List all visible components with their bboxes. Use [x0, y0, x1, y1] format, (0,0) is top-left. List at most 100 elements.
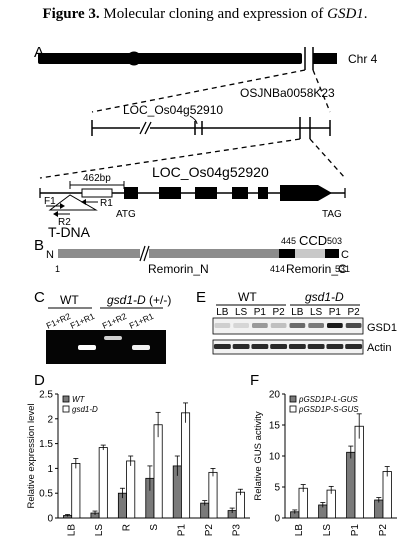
blot-band-gsd1 — [270, 323, 287, 328]
zoom-line-gene-left — [39, 138, 301, 179]
domain-remorin-n-label: Remorin_N — [148, 262, 209, 276]
pos-503-label: 503 — [327, 236, 342, 246]
y-tick-label: 10 — [269, 452, 281, 463]
locus1-label: LOC_Os04g52910 — [123, 103, 223, 117]
protein-break-1 — [139, 245, 146, 262]
blot-band-gsd1 — [289, 323, 306, 328]
x-tick-label: P3 — [231, 524, 242, 537]
bar — [71, 463, 81, 519]
blot-lane-label: P2 — [348, 307, 361, 318]
exon-4 — [232, 187, 248, 199]
pos-445-label: 445 — [281, 236, 296, 246]
blot-bands — [213, 323, 363, 349]
gel-lane-label: F1+R1 — [128, 311, 156, 331]
utr-5 — [81, 188, 113, 198]
blot-gsd1-label: GSD1 — [367, 322, 397, 334]
protein-region-linker — [279, 249, 295, 258]
blot-band-gsd1 — [214, 323, 231, 328]
blot-band-actin — [326, 344, 344, 349]
bar — [153, 424, 163, 519]
blot-band-gsd1 — [252, 323, 268, 328]
locus1-pointer — [189, 115, 198, 125]
panel-label-b: B — [34, 237, 44, 254]
chromosome-label: Chr 4 — [348, 52, 378, 66]
exon-2 — [159, 187, 181, 199]
legend-swatch — [289, 405, 297, 413]
atg-label: ATG — [116, 209, 136, 220]
bac-break-2 — [144, 121, 152, 135]
primer-r1-label: R1 — [100, 198, 113, 209]
blot-actin-strip — [212, 339, 364, 355]
y-axis-label: Relative expression level — [26, 403, 37, 508]
y-tick-label: 15 — [269, 421, 281, 432]
legend-label: WT — [72, 395, 86, 404]
bar — [354, 425, 364, 519]
gel-lane-label: F1+R2 — [45, 311, 73, 331]
chromosome-bar-tail — [313, 53, 337, 64]
panel-label-e: E — [196, 289, 206, 306]
gel-band-mut-f1r1 — [132, 345, 150, 350]
panel-label-f: F — [250, 372, 259, 389]
bar — [235, 491, 245, 519]
blot-band-gsd1 — [233, 323, 249, 328]
x-tick-label: S — [149, 524, 160, 531]
x-tick-label: LS — [322, 524, 333, 537]
primer-r2-label: R2 — [58, 217, 71, 228]
legend-label: pGSD1P-L-GUS — [298, 395, 358, 404]
blot-lane-label: P1 — [329, 307, 342, 318]
bar — [298, 487, 308, 519]
exon-3 — [195, 187, 217, 199]
primer-r2-head — [53, 211, 58, 217]
legend-label: pGSD1P-S-GUS — [298, 405, 359, 414]
bar — [181, 412, 191, 519]
y-tick-label: 20 — [269, 390, 281, 401]
exon-6-arrow — [280, 185, 332, 201]
x-tick-label: P2 — [204, 524, 215, 537]
figure-label: Figure 3. — [42, 6, 100, 22]
blot-band-actin — [270, 344, 288, 349]
blot-lane-label: P1 — [254, 307, 267, 318]
caption-text: Molecular cloning and expression of — [103, 6, 324, 22]
bar — [326, 489, 336, 519]
bar — [98, 447, 108, 519]
gel-band-wt-f1r1 — [78, 345, 96, 350]
gel-mutant-label: gsd1-D (+/-) — [107, 293, 171, 307]
y-tick-label: 2.5 — [39, 390, 53, 401]
y-tick-label: 5 — [274, 483, 280, 494]
c-terminus-label: C — [341, 249, 349, 261]
primer-f1-head — [60, 203, 65, 209]
y-tick-label: 0 — [274, 514, 280, 525]
chromosome-bar — [38, 53, 302, 64]
x-tick-label: P1 — [350, 524, 361, 537]
exon-5 — [258, 187, 268, 199]
centromere — [127, 51, 141, 66]
tdna-label: T-DNA — [48, 224, 91, 240]
legend-swatch — [62, 395, 70, 403]
panel-label-d: D — [34, 372, 45, 389]
x-tick-label: LS — [94, 524, 105, 537]
caption-gene: GSD1 — [327, 6, 364, 22]
bac-break-gap — [140, 122, 150, 134]
blot-band-actin — [251, 344, 269, 349]
pos-414-label: 414 — [270, 264, 285, 274]
blot-lane-label: P2 — [273, 307, 286, 318]
blot-lane-label: LS — [235, 307, 248, 318]
protein-break-gap — [140, 246, 149, 261]
primer-r1-head — [81, 199, 86, 205]
gel-lane-label: F1+R1 — [69, 311, 97, 331]
legend-swatch — [289, 395, 297, 403]
x-tick-label: LB — [294, 524, 305, 537]
blot-lane-label: LB — [291, 307, 304, 318]
panel-label-a: A — [34, 44, 44, 61]
blot-band-gsd1 — [345, 323, 362, 328]
legend-swatch — [62, 405, 70, 413]
tag-label: TAG — [322, 209, 342, 220]
bar — [382, 471, 392, 519]
domain-remorin-c-label: Remorin_C — [286, 262, 347, 276]
gel-band-mut-f1r2 — [104, 336, 122, 340]
figure-caption: Figure 3. Molecular cloning and expressi… — [0, 6, 410, 23]
zoom-line-gene-right — [309, 138, 346, 179]
blot-band-actin — [232, 344, 250, 349]
blot-mutant-label: gsd1-D — [305, 290, 344, 304]
protein-region-n — [58, 249, 279, 258]
